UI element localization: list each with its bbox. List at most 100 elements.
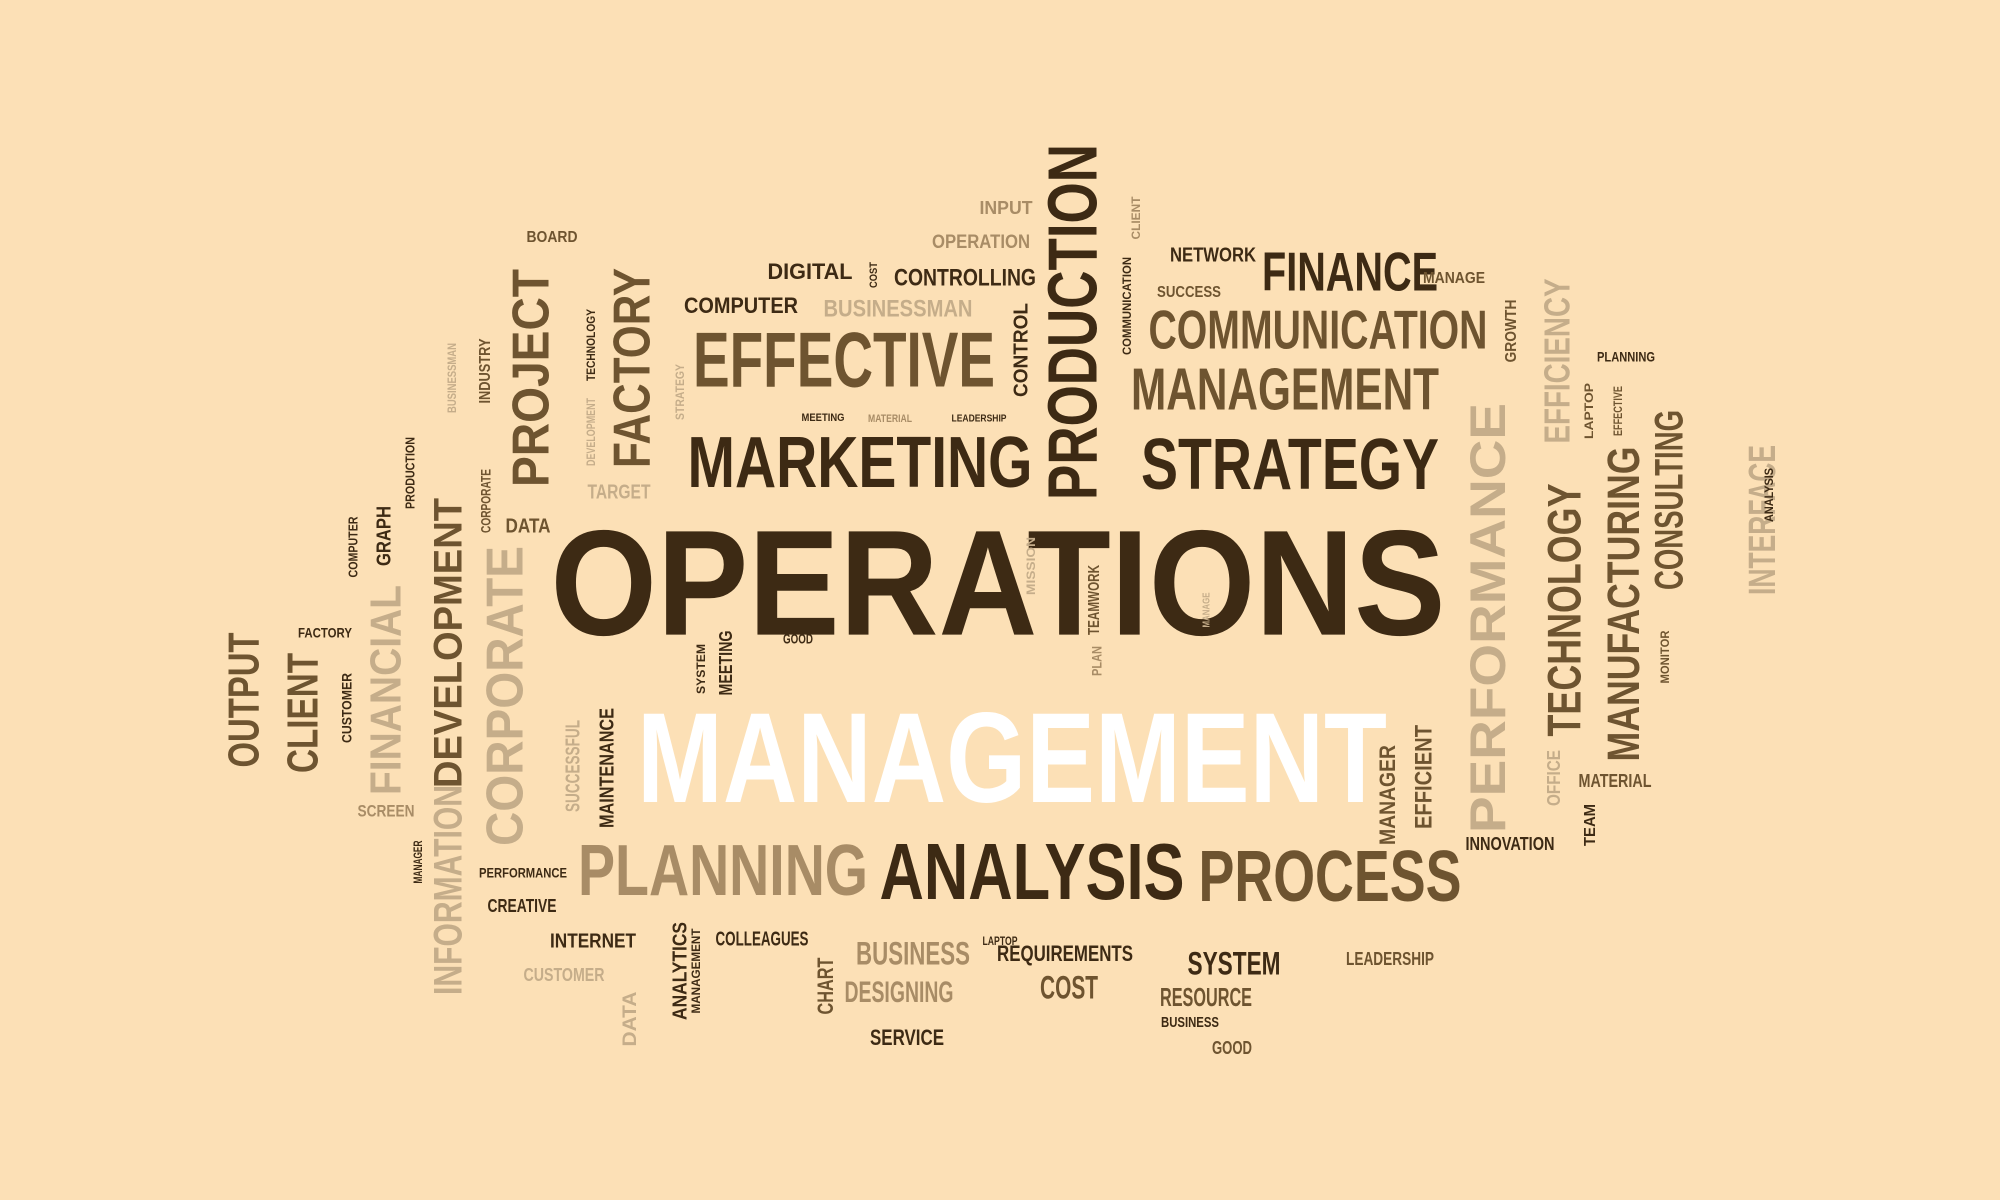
word-manager: MANAGER: [411, 840, 425, 883]
word-information: INFORMATION: [427, 785, 471, 995]
word-corporate: CORPORATE: [477, 546, 535, 846]
word-strategy: STRATEGY: [1141, 425, 1439, 505]
word-customer: CUSTOMER: [339, 673, 355, 743]
word-management-3: MANAGEMENT: [689, 928, 703, 1014]
word-data-2: DATA: [620, 991, 641, 1046]
word-technology-2: TECHNOLOGY: [584, 309, 598, 381]
word-process: PROCESS: [1199, 837, 1462, 917]
word-office: OFFICE: [1544, 750, 1564, 806]
word-data: DATA: [506, 515, 551, 537]
word-target: TARGET: [588, 481, 651, 503]
word-system: SYSTEM: [1188, 945, 1281, 981]
word-service: SERVICE: [870, 1025, 944, 1050]
word-performance: PERFORMANCE: [1460, 403, 1516, 833]
word-marketing: MARKETING: [688, 423, 1033, 503]
word-industry: INDUSTRY: [477, 338, 494, 403]
word-plan: PLAN: [1089, 646, 1105, 676]
word-operation: OPERATION: [932, 232, 1030, 253]
word-operations: OPERATIONS: [551, 499, 1446, 667]
word-production: PRODUCTION: [1033, 144, 1111, 500]
word-mission: MISSION: [1024, 537, 1038, 595]
word-input: INPUT: [980, 198, 1033, 218]
word-leadership-2: LEADERSHIP: [952, 414, 1007, 425]
word-client: CLIENT: [279, 653, 328, 773]
word-creative: CREATIVE: [488, 896, 557, 916]
word-strategy-2: STRATEGY: [673, 364, 687, 420]
word-laptop-2: LAPTOP: [1582, 383, 1596, 439]
word-control: CONTROL: [1010, 303, 1032, 397]
word-efficient: EFFICIENT: [1410, 725, 1437, 829]
word-system-2: SYSTEM: [694, 644, 708, 694]
word-team: TEAM: [1582, 804, 1599, 846]
word-success: SUCCESS: [1157, 284, 1221, 301]
word-analytics: ANALYTICS: [669, 922, 691, 1020]
word-digital: DIGITAL: [768, 259, 853, 284]
word-management-2: MANAGEMENT: [1131, 357, 1439, 423]
word-laptop: LAPTOP: [983, 934, 1018, 948]
word-computer: COMPUTER: [684, 293, 798, 318]
word-effective-2: EFFECTIVE: [1611, 386, 1625, 436]
word-teamwork: TEAMWORK: [1086, 565, 1103, 635]
word-businessman-2: BUSINESSMAN: [445, 343, 459, 413]
word-output: OUTPUT: [220, 632, 269, 767]
word-effective: EFFECTIVE: [693, 316, 995, 404]
word-meeting-2: MEETING: [802, 412, 845, 424]
word-factory: FACTORY: [604, 268, 662, 468]
word-management: MANAGEMENT: [637, 687, 1387, 830]
word-planning-2: PLANNING: [1597, 349, 1655, 365]
word-meeting: MEETING: [716, 631, 736, 696]
word-resource: RESOURCE: [1160, 982, 1252, 1012]
word-development-2: DEVELOPMENT: [584, 398, 598, 466]
word-finance: FINANCE: [1262, 241, 1438, 303]
word-technology: TECHNOLOGY: [1537, 484, 1590, 737]
word-monitor: MONITOR: [1658, 630, 1672, 683]
word-manage: MANAGE: [1423, 270, 1485, 287]
word-communication-2: COMMUNICATION: [1120, 257, 1134, 355]
word-communication: COMMUNICATION: [1149, 299, 1488, 361]
word-screen: SCREEN: [358, 801, 415, 820]
word-leadership: LEADERSHIP: [1346, 949, 1434, 969]
word-colleagues: COLLEAGUES: [716, 928, 809, 950]
word-successful: SUCCESSFUL: [562, 720, 584, 812]
word-customer-2: CUSTOMER: [524, 965, 605, 985]
word-consulting: CONSULTING: [1648, 410, 1692, 590]
word-development: DEVELOPMENT: [427, 498, 471, 788]
word-business: BUSINESS: [856, 935, 970, 971]
word-designing: DESIGNING: [845, 976, 954, 1009]
word-businessman: BUSINESSMAN: [824, 295, 973, 322]
word-material-2: MATERIAL: [868, 413, 912, 425]
word-manufacturing: MANUFACTURING: [1598, 447, 1649, 762]
word-chart: CHART: [813, 957, 838, 1014]
word-factory-2: FACTORY: [298, 625, 353, 641]
word-requirements: REQUIREMENTS: [997, 941, 1133, 966]
word-analysis: ANALYSIS: [880, 827, 1185, 916]
word-manager-2: MANAGER: [1375, 745, 1400, 845]
word-analysis-2: ANALYSIS: [1762, 468, 1776, 522]
word-interface: INTERFACE: [1742, 445, 1784, 595]
word-material: MATERIAL: [1579, 771, 1652, 791]
word-growth: GROWTH: [1503, 300, 1520, 363]
word-controlling: CONTROLLING: [894, 264, 1036, 291]
word-board: BOARD: [527, 229, 578, 246]
word-graph: GRAPH: [373, 506, 395, 566]
word-cost: COST: [1040, 969, 1098, 1005]
word-client-2: CLIENT: [1129, 196, 1143, 240]
word-project: PROJECT: [503, 269, 561, 487]
word-efficiency: EFFICIENCY: [1537, 279, 1578, 444]
word-performance-2: PERFORMANCE: [479, 865, 567, 881]
word-internet: INTERNET: [550, 930, 636, 952]
word-planning: PLANNING: [578, 831, 868, 911]
word-maintenance: MAINTENANCE: [596, 708, 618, 828]
word-computer-2: COMPUTER: [345, 516, 360, 577]
word-business-2: BUSINESS: [1161, 1014, 1219, 1031]
word-good: GOOD: [1212, 1038, 1252, 1058]
word-financial: FINANCIAL: [362, 585, 411, 795]
word-good-2: GOOD: [783, 631, 813, 647]
word-production-2: PRODUCTION: [402, 437, 417, 509]
word-network: NETWORK: [1170, 244, 1256, 266]
word-manage-2: MANAGE: [1202, 592, 1213, 627]
word-innovation: INNOVATION: [1466, 834, 1555, 854]
word-corporate-2: CORPORATE: [478, 469, 494, 533]
